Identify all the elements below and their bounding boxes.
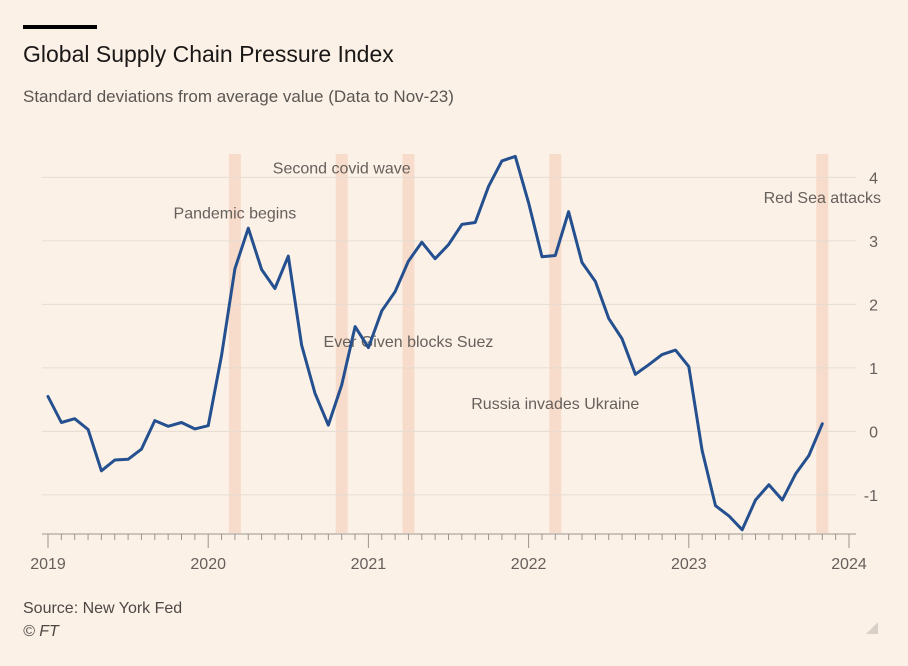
event-band [549,154,562,533]
y-tick-label: 0 [869,424,878,441]
annotations: Pandemic begins Second covid wave Ever Giv… [174,161,881,414]
series-layer [46,154,824,532]
source-note: Source: New York Fed [23,600,183,617]
copyright-note: © FT [23,623,59,640]
y-tick-label: 3 [869,234,878,251]
annotation-label: Second covid wave [273,161,411,178]
x-tick-label: 2020 [190,556,226,573]
x-tick-label: 2019 [30,556,66,573]
event-band [228,154,241,533]
x-tick-label: 2024 [831,556,867,573]
annotation-label: Pandemic begins [174,206,297,223]
annotation-label: Red Sea attacks [764,190,881,207]
title-accent-rule [23,25,97,29]
resize-handle-icon[interactable] [866,622,878,634]
event-band [816,154,829,533]
series-line [46,154,824,532]
x-tick-label: 2022 [511,556,547,573]
annotation-label: Russia invades Ukraine [471,396,639,413]
y-tick-label: 4 [869,170,878,187]
event-band [402,154,415,533]
annotation-label: Ever Given blocks Suez [324,334,494,351]
y-tick-label: -1 [864,488,878,505]
gridlines: 4 3 2 1 0 -1 [42,170,878,505]
y-tick-label: 2 [869,297,878,314]
event-bands [228,154,829,533]
x-tick-label: 2023 [671,556,707,573]
chart-subtitle: Standard deviations from average value (… [23,87,454,106]
x-tick-label: 2021 [351,556,387,573]
event-band [335,154,348,533]
y-tick-label: 1 [869,361,878,378]
chart-title: Global Supply Chain Pressure Index [23,41,394,67]
x-axis: 2019 2020 2021 2022 2023 2024 [30,533,867,573]
